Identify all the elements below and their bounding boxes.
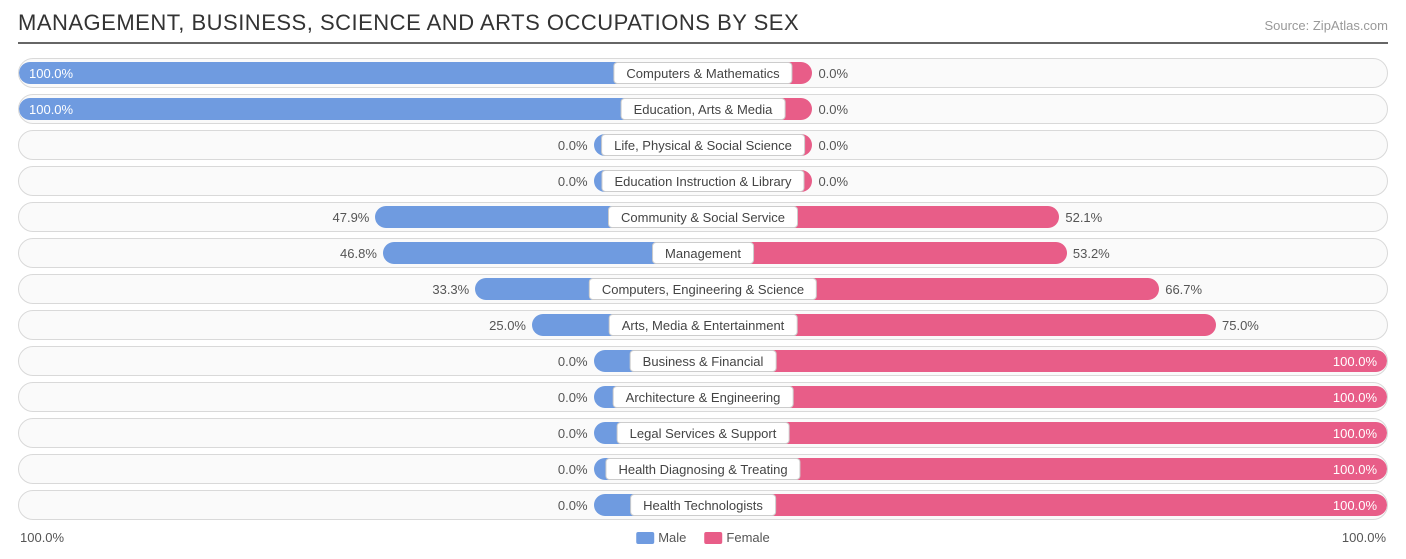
category-label: Computers, Engineering & Science	[589, 278, 817, 300]
male-value-label: 47.9%	[295, 203, 375, 231]
female-swatch	[704, 532, 722, 544]
category-label: Community & Social Service	[608, 206, 798, 228]
male-value-label: 0.0%	[514, 167, 594, 195]
category-label: Education, Arts & Media	[621, 98, 786, 120]
female-value-label: 52.1%	[1059, 203, 1139, 231]
female-value-label: 100.0%	[703, 491, 1387, 519]
category-label: Arts, Media & Entertainment	[609, 314, 798, 336]
data-row: 25.0% 75.0% Arts, Media & Entertainment	[18, 310, 1388, 340]
legend: Male Female	[636, 530, 770, 545]
category-label: Management	[652, 242, 754, 264]
legend-label-female: Female	[726, 530, 769, 545]
data-row: 46.8% 53.2% Management	[18, 238, 1388, 268]
female-value-label: 0.0%	[812, 59, 892, 87]
axis-left-label: 100.0%	[20, 530, 64, 545]
female-value-label: 100.0%	[703, 383, 1387, 411]
data-row: 100.0% 0.0% Computers & Mathematics	[18, 58, 1388, 88]
male-value-label: 46.8%	[303, 239, 383, 267]
legend-item-female: Female	[704, 530, 769, 545]
axis-row: 100.0% Male Female 100.0%	[18, 526, 1388, 545]
male-value-label: 0.0%	[514, 419, 594, 447]
male-value-label: 0.0%	[514, 347, 594, 375]
female-value-label: 100.0%	[703, 347, 1387, 375]
female-value-label: 75.0%	[1216, 311, 1296, 339]
category-label: Health Technologists	[630, 494, 776, 516]
category-label: Architecture & Engineering	[613, 386, 794, 408]
category-label: Computers & Mathematics	[613, 62, 792, 84]
male-value-label: 0.0%	[514, 131, 594, 159]
female-bar	[703, 242, 1067, 264]
category-label: Legal Services & Support	[617, 422, 790, 444]
male-value-label: 33.3%	[395, 275, 475, 303]
female-value-label: 100.0%	[703, 419, 1387, 447]
data-row: 0.0% 0.0% Life, Physical & Social Science	[18, 130, 1388, 160]
data-row: 33.3% 66.7% Computers, Engineering & Scien…	[18, 274, 1388, 304]
male-value-label: 25.0%	[452, 311, 532, 339]
chart-source: Source: ZipAtlas.com	[1264, 18, 1388, 33]
male-value-label: 100.0%	[19, 95, 703, 123]
category-label: Life, Physical & Social Science	[601, 134, 805, 156]
chart-title: MANAGEMENT, BUSINESS, SCIENCE AND ARTS O…	[18, 10, 799, 36]
legend-item-male: Male	[636, 530, 686, 545]
female-value-label: 53.2%	[1067, 239, 1147, 267]
female-value-label: 100.0%	[703, 455, 1387, 483]
female-value-label: 0.0%	[812, 167, 892, 195]
category-label: Health Diagnosing & Treating	[605, 458, 800, 480]
data-row: 0.0% 0.0% Education Instruction & Library	[18, 166, 1388, 196]
legend-label-male: Male	[658, 530, 686, 545]
axis-right-label: 100.0%	[1342, 530, 1386, 545]
chart-header: MANAGEMENT, BUSINESS, SCIENCE AND ARTS O…	[18, 10, 1388, 44]
data-row: 47.9% 52.1% Community & Social Service	[18, 202, 1388, 232]
data-row: 0.0% 100.0%Business & Financial	[18, 346, 1388, 376]
male-value-label: 0.0%	[514, 491, 594, 519]
chart-area: 100.0%0.0%Computers & Mathematics100.0%0…	[18, 58, 1388, 520]
category-label: Business & Financial	[630, 350, 777, 372]
source-prefix: Source:	[1264, 18, 1312, 33]
category-label: Education Instruction & Library	[601, 170, 804, 192]
female-value-label: 66.7%	[1159, 275, 1239, 303]
data-row: 0.0% 100.0%Legal Services & Support	[18, 418, 1388, 448]
female-value-label: 0.0%	[812, 95, 892, 123]
male-value-label: 0.0%	[514, 455, 594, 483]
data-row: 0.0% 100.0%Architecture & Engineering	[18, 382, 1388, 412]
data-row: 0.0% 100.0%Health Technologists	[18, 490, 1388, 520]
male-value-label: 0.0%	[514, 383, 594, 411]
source-name: ZipAtlas.com	[1313, 18, 1388, 33]
female-value-label: 0.0%	[812, 131, 892, 159]
male-value-label: 100.0%	[19, 59, 703, 87]
male-swatch	[636, 532, 654, 544]
data-row: 100.0% 0.0% Education, Arts & Media	[18, 94, 1388, 124]
data-row: 0.0% 100.0%Health Diagnosing & Treating	[18, 454, 1388, 484]
